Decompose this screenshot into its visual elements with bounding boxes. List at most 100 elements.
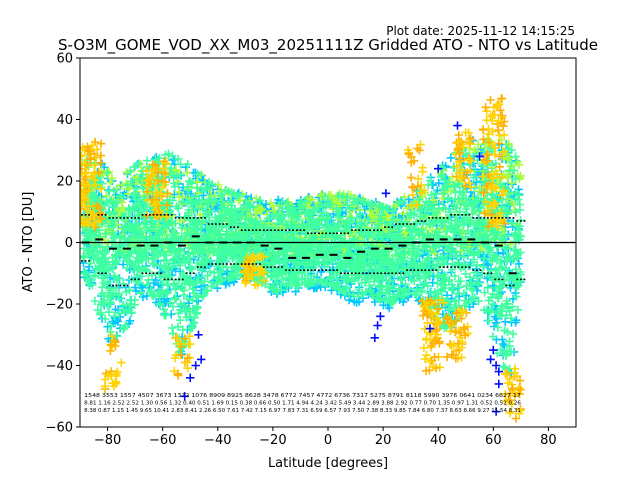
data-point: [495, 162, 504, 171]
data-point: [422, 197, 431, 207]
data-point: [103, 322, 112, 331]
data-point: [511, 152, 520, 161]
data-point: [431, 189, 440, 198]
data-point: [396, 272, 405, 282]
data-point: [389, 230, 398, 240]
data-point: [407, 254, 416, 263]
data-point: [119, 279, 128, 288]
data-point: [511, 174, 520, 183]
data-point: [123, 180, 132, 190]
data-point: [334, 212, 343, 221]
data-point: [426, 176, 435, 185]
data-point: [442, 314, 451, 323]
data-point: [292, 264, 301, 273]
data-point: [317, 278, 327, 287]
data-point: [102, 168, 111, 177]
data-point: [142, 166, 151, 176]
data-point: [506, 313, 516, 323]
data-point: [491, 265, 500, 275]
data-point: [499, 186, 508, 196]
data-point: [136, 236, 145, 245]
data-point: [438, 280, 448, 290]
data-point: [355, 218, 364, 227]
data-point: [363, 274, 373, 283]
data-point: [380, 219, 390, 228]
data-point: [328, 256, 337, 266]
data-point: [433, 237, 442, 246]
data-point: [461, 181, 470, 191]
data-point: [473, 280, 483, 289]
data-point: [343, 240, 352, 249]
data-point: [451, 327, 460, 337]
data-point: [163, 201, 172, 210]
data-point: [398, 292, 407, 301]
data-point: [408, 182, 417, 192]
data-point: [107, 331, 117, 341]
data-point: [80, 170, 87, 179]
data-point: [465, 135, 474, 145]
data-point: [162, 276, 171, 285]
data-point: [515, 191, 524, 200]
data-point: [410, 209, 419, 218]
data-point: [283, 281, 292, 291]
data-point: [443, 182, 452, 191]
data-point: [473, 140, 483, 149]
data-point: [452, 308, 461, 317]
data-point: [469, 173, 478, 182]
data-point: [467, 296, 476, 305]
data-point: [89, 250, 98, 259]
data-point: [134, 195, 144, 205]
data-point: [168, 151, 177, 160]
data-point: [304, 277, 314, 286]
data-point: [112, 371, 121, 381]
data-point: [472, 264, 481, 273]
data-point: [383, 204, 393, 213]
data-point: [401, 217, 411, 226]
data-point: [368, 251, 377, 260]
data-point: [155, 206, 164, 216]
data-point: [90, 160, 100, 170]
data-point: [100, 382, 110, 391]
data-point: [394, 198, 404, 207]
data-point: [449, 341, 458, 350]
data-point: [175, 192, 184, 202]
data-point: [147, 271, 157, 280]
data-point: [346, 265, 356, 274]
data-point: [224, 240, 233, 249]
data-point: [507, 158, 516, 167]
data-point: [156, 190, 166, 199]
data-point: [415, 195, 424, 204]
data-point: [126, 166, 135, 175]
data-point: [317, 267, 326, 276]
data-point: [156, 300, 165, 309]
data-point: [90, 296, 100, 306]
data-point: [90, 211, 99, 220]
data-point: [122, 168, 131, 177]
data-point: [438, 273, 447, 282]
data-point: [221, 186, 230, 195]
data-point: [394, 285, 404, 294]
data-point: [442, 246, 452, 255]
data-point: [378, 275, 387, 284]
data-point: [214, 211, 223, 221]
data-point: [89, 271, 99, 280]
data-point: [291, 220, 300, 230]
data-point: [393, 290, 402, 300]
data-point: [326, 272, 335, 281]
data-point: [421, 273, 431, 283]
data-point: [449, 200, 458, 209]
data-point: [311, 259, 320, 268]
data-point: [494, 228, 503, 237]
data-point: [176, 170, 185, 179]
data-point: [243, 226, 252, 235]
data-point: [282, 273, 291, 283]
data-point: [167, 217, 177, 227]
data-point: [290, 247, 300, 256]
data-point: [290, 210, 299, 219]
data-point: [428, 278, 437, 287]
data-point: [91, 192, 100, 202]
data-point: [103, 301, 112, 311]
data-point: [171, 248, 180, 257]
data-point: [320, 253, 329, 262]
data-point: [241, 267, 251, 276]
